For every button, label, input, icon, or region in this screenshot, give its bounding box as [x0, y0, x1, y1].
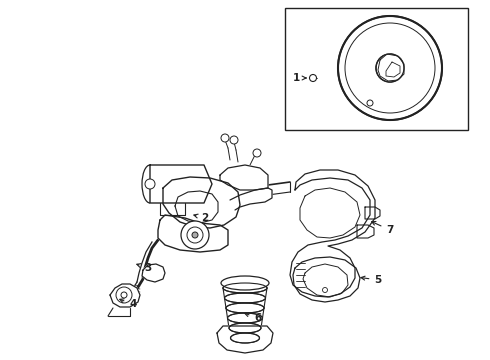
Circle shape [310, 75, 317, 81]
Polygon shape [142, 264, 165, 282]
Circle shape [181, 221, 209, 249]
Circle shape [230, 136, 238, 144]
Circle shape [376, 54, 404, 82]
Ellipse shape [230, 333, 260, 343]
Ellipse shape [224, 293, 266, 303]
Polygon shape [220, 165, 268, 190]
Ellipse shape [229, 323, 261, 333]
Text: 6: 6 [245, 313, 262, 323]
Text: 1: 1 [293, 73, 306, 83]
Text: 3: 3 [137, 263, 151, 273]
Polygon shape [230, 188, 272, 210]
Circle shape [338, 16, 442, 120]
Polygon shape [293, 257, 360, 302]
Polygon shape [378, 54, 404, 81]
Text: 7: 7 [371, 221, 393, 235]
Polygon shape [158, 215, 228, 252]
Polygon shape [217, 326, 273, 353]
Ellipse shape [223, 283, 267, 293]
Circle shape [192, 232, 198, 238]
Circle shape [121, 292, 127, 298]
Text: 4: 4 [120, 299, 137, 309]
Polygon shape [150, 165, 212, 203]
Text: 2: 2 [194, 213, 209, 223]
Ellipse shape [226, 303, 264, 313]
Bar [285, 8, 468, 130]
Circle shape [253, 149, 261, 157]
Polygon shape [160, 203, 185, 215]
Circle shape [221, 134, 229, 142]
Polygon shape [163, 177, 240, 228]
Polygon shape [290, 170, 375, 297]
Ellipse shape [221, 276, 269, 290]
Ellipse shape [227, 313, 263, 323]
Circle shape [367, 100, 373, 106]
Text: 5: 5 [361, 275, 382, 285]
Polygon shape [110, 284, 140, 307]
Circle shape [145, 179, 155, 189]
Circle shape [322, 288, 327, 292]
